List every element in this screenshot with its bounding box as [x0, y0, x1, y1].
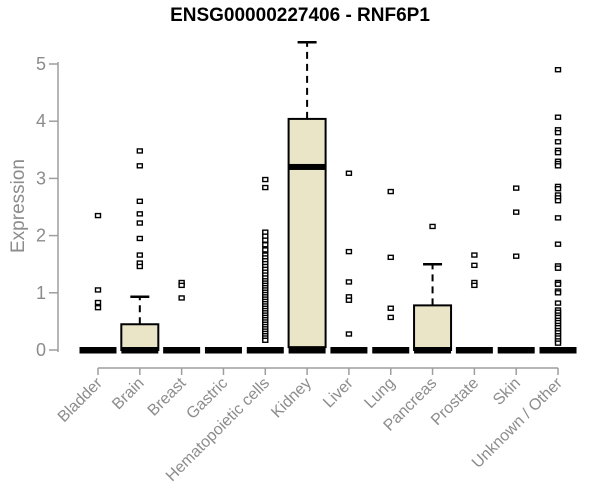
data-point	[345, 279, 353, 285]
y-tick-label: 2	[36, 226, 46, 246]
zero-bar	[121, 347, 159, 354]
data-point	[345, 297, 353, 303]
data-point	[554, 67, 562, 73]
data-point	[136, 252, 144, 258]
data-point	[554, 265, 562, 271]
zero-bar	[288, 347, 326, 354]
median-line	[288, 163, 326, 170]
data-point	[554, 290, 562, 296]
data-point	[94, 304, 102, 311]
data-point	[554, 198, 562, 204]
data-point	[178, 282, 185, 289]
data-point	[554, 129, 562, 136]
data-point	[554, 163, 562, 169]
data-point	[345, 331, 353, 337]
zero-bar	[372, 347, 410, 354]
data-point	[262, 247, 269, 253]
data-point	[262, 242, 269, 248]
data-point	[513, 185, 520, 191]
data-point	[387, 305, 394, 311]
data-point	[554, 241, 562, 247]
y-tick-label: 0	[36, 340, 46, 360]
x-category-label: Liver	[320, 374, 357, 411]
data-point	[554, 149, 562, 156]
data-point	[387, 314, 394, 321]
data-point	[136, 220, 144, 226]
x-category-label: Breast	[145, 374, 190, 419]
data-point	[262, 184, 269, 191]
zero-bar	[539, 347, 577, 354]
data-point	[136, 198, 144, 204]
data-point	[554, 215, 562, 221]
data-point	[471, 262, 478, 269]
zero-bar	[497, 347, 535, 354]
data-point	[554, 300, 562, 306]
y-tick-label: 5	[36, 54, 46, 74]
y-tick-label: 1	[36, 283, 46, 303]
data-point	[387, 254, 394, 261]
zero-bar	[330, 347, 368, 354]
data-point	[554, 281, 562, 287]
data-point	[429, 223, 436, 230]
data-point	[262, 237, 269, 243]
data-point	[262, 176, 269, 183]
zero-bar	[204, 347, 242, 354]
data-point	[387, 188, 394, 195]
box-kidney	[287, 117, 327, 349]
data-point	[554, 185, 562, 192]
data-point	[554, 114, 562, 120]
data-point	[136, 235, 144, 242]
data-point	[345, 248, 353, 255]
data-point	[94, 299, 102, 306]
zero-bar	[414, 347, 452, 354]
data-point	[554, 139, 562, 145]
data-point	[94, 212, 102, 219]
data-point	[471, 252, 478, 258]
y-tick-label: 3	[36, 168, 46, 188]
data-point	[262, 337, 269, 343]
zero-bar	[79, 347, 117, 354]
chart-title: ENSG00000227406 - RNF6P1	[170, 5, 430, 26]
data-point	[94, 287, 102, 293]
zero-bar	[455, 347, 493, 354]
data-point	[471, 282, 478, 289]
data-point	[136, 163, 144, 169]
x-category-label: Brain	[109, 375, 147, 413]
data-point	[136, 148, 144, 154]
data-point	[136, 211, 144, 217]
data-point	[554, 340, 562, 346]
data-point	[178, 295, 185, 301]
x-category-label: Kidney	[268, 375, 315, 422]
data-point	[513, 209, 520, 215]
zero-bar	[246, 347, 284, 354]
x-category-label: Bladder	[55, 374, 106, 425]
data-point	[136, 263, 144, 270]
data-point	[345, 170, 353, 176]
zero-bar	[163, 347, 201, 354]
box-pancreas	[413, 304, 453, 352]
x-category-label: Skin	[490, 375, 524, 409]
data-point	[513, 253, 520, 259]
box-brain	[120, 323, 160, 352]
x-category-label: Lung	[361, 375, 398, 412]
y-tick-label: 4	[36, 111, 46, 131]
